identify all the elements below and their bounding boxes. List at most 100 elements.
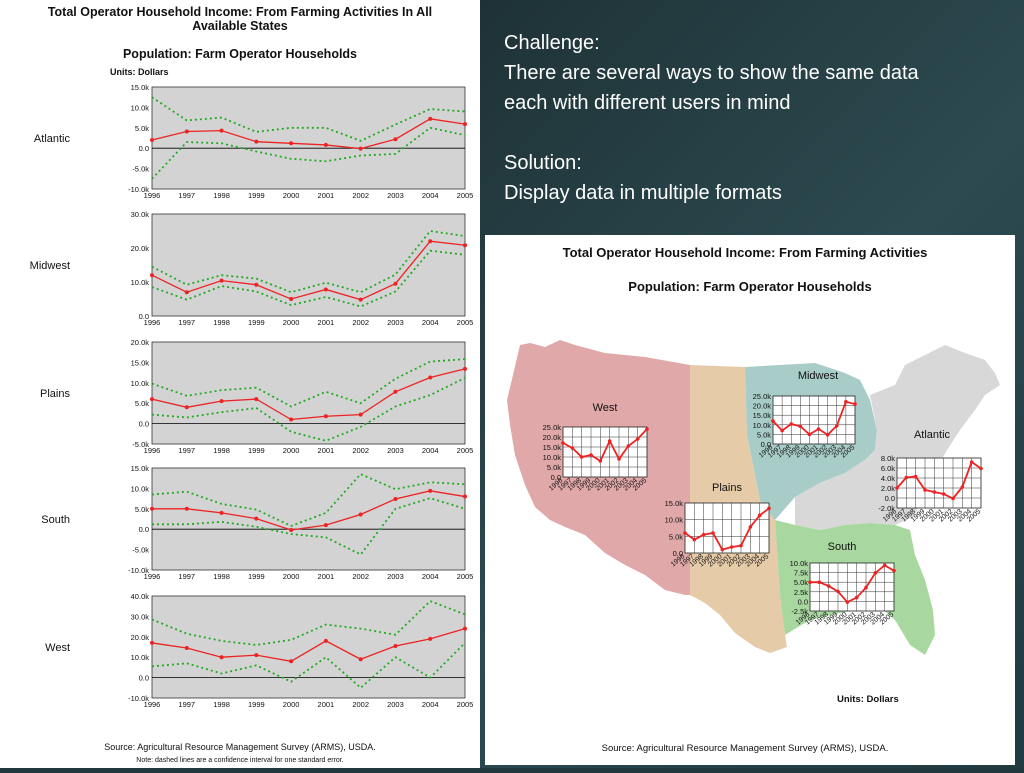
- estimate-point: [323, 287, 328, 292]
- inset-plot-area: [896, 457, 982, 509]
- estimate-point: [428, 116, 433, 121]
- estimate-point: [463, 243, 467, 248]
- inset-y-tick: 20.0k: [753, 402, 772, 411]
- x-tick-label: 2005: [457, 572, 474, 581]
- y-tick-label: 10.0k: [131, 484, 150, 493]
- inset-point: [579, 455, 584, 459]
- y-tick-label: -10.0k: [128, 694, 149, 703]
- inset-plot-area: [684, 502, 770, 554]
- x-tick-label: 1999: [248, 446, 265, 455]
- inset-y-tick: 6.0k: [881, 464, 895, 473]
- inset-point: [960, 485, 965, 489]
- inset-point: [864, 585, 868, 590]
- inset-point: [892, 568, 896, 573]
- slide-text: Challenge: There are several ways to sho…: [504, 28, 1004, 208]
- upper-bound-line: [151, 230, 466, 294]
- inset-point: [826, 584, 831, 588]
- inset-y-tick: 15.0k: [753, 411, 772, 420]
- estimate-line: [151, 368, 466, 421]
- inset-point: [701, 532, 706, 537]
- inset-y-tick: 0.0: [551, 473, 561, 482]
- inset-region-label: Atlantic: [914, 429, 951, 441]
- estimate-point: [184, 405, 189, 410]
- inset-point: [789, 422, 794, 426]
- x-tick-label: 2000: [283, 191, 300, 200]
- inset-y-tick: -2.0k: [878, 504, 895, 513]
- estimate-point: [289, 417, 294, 422]
- estimate-point: [289, 141, 294, 146]
- estimate-point: [393, 643, 398, 648]
- y-tick-label: 20.0k: [131, 633, 150, 642]
- y-tick-label: 0.0: [139, 312, 149, 321]
- map-inset-south: South10.0k7.5k5.0k2.5k0.0-2.5k1996199719…: [790, 541, 896, 627]
- map-inset-midwest: Midwest25.0k20.0k15.0k10.0k5.0k0.0199619…: [753, 370, 857, 460]
- inset-point: [692, 537, 697, 542]
- inset-point: [598, 459, 603, 463]
- inset-point: [739, 543, 743, 548]
- x-tick-label: 2002: [352, 446, 369, 455]
- y-tick-label: 30.0k: [131, 210, 150, 219]
- estimate-point: [428, 636, 433, 641]
- solution-label: Solution:: [504, 152, 582, 174]
- inset-line: [896, 460, 982, 500]
- y-tick-label: 5.0k: [135, 505, 149, 514]
- estimate-point: [323, 523, 328, 528]
- y-tick-label: 0.0: [139, 420, 149, 429]
- inset-y-tick: 0.0: [761, 440, 771, 449]
- inset-point: [979, 466, 983, 471]
- inset-y-tick: 5.0k: [669, 532, 683, 541]
- plot-area: [151, 467, 466, 571]
- inset-point: [729, 545, 734, 549]
- inset-y-tick: 4.0k: [881, 474, 895, 483]
- y-tick-label: 20.0k: [131, 244, 150, 253]
- y-tick-label: 0.0: [139, 674, 149, 683]
- left-source: Source: Agricultural Resource Management…: [104, 742, 376, 752]
- y-tick-label: 15.0k: [131, 358, 150, 367]
- inset-y-tick: 2.5k: [794, 588, 808, 597]
- map-title: Total Operator Household Income: From Fa…: [563, 245, 928, 260]
- inset-point: [853, 402, 857, 406]
- plot-area: [151, 213, 466, 317]
- left-title-line1: Total Operator Household Income: From Fa…: [48, 5, 432, 19]
- inset-point: [825, 432, 830, 437]
- estimate-point: [358, 412, 363, 417]
- estimate-point: [463, 122, 467, 127]
- estimate-point: [358, 146, 363, 151]
- y-tick-label: -5.0k: [132, 546, 149, 555]
- inset-point: [834, 423, 839, 428]
- inset-point: [845, 600, 850, 604]
- estimate-point: [358, 657, 363, 662]
- x-tick-label: 1997: [178, 572, 195, 581]
- region-label: Plains: [40, 388, 70, 400]
- upper-bound-line: [151, 358, 466, 408]
- estimate-point: [323, 414, 328, 419]
- plot-area: [151, 341, 466, 445]
- lower-bound-line: [151, 377, 466, 442]
- x-tick-label: 1996: [144, 446, 161, 455]
- y-tick-label: 15.0k: [131, 464, 150, 473]
- x-tick-label: 1997: [178, 318, 195, 327]
- x-tick-label: 2003: [387, 446, 404, 455]
- inset-line: [562, 428, 648, 463]
- estimate-point: [323, 142, 328, 147]
- left-subtitle: Population: Farm Operator Households: [123, 47, 357, 61]
- inset-point: [913, 474, 918, 479]
- x-tick-label: 1998: [213, 700, 230, 709]
- x-tick-label: 2001: [318, 191, 335, 200]
- map-source: Source: Agricultural Resource Management…: [602, 743, 889, 754]
- estimate-point: [358, 297, 363, 302]
- x-tick-label: 2005: [457, 446, 474, 455]
- region-label: South: [41, 514, 70, 526]
- inset-y-tick: 15.0k: [665, 499, 684, 508]
- inset-y-tick: 0.0: [798, 597, 808, 606]
- upper-bound-line: [151, 600, 466, 646]
- estimate-point: [254, 653, 259, 658]
- estimate-point: [254, 282, 259, 287]
- inset-point: [771, 419, 775, 423]
- map-inset-west: West25.0k20.0k15.0k10.0k5.0k0.0199619971…: [543, 402, 649, 493]
